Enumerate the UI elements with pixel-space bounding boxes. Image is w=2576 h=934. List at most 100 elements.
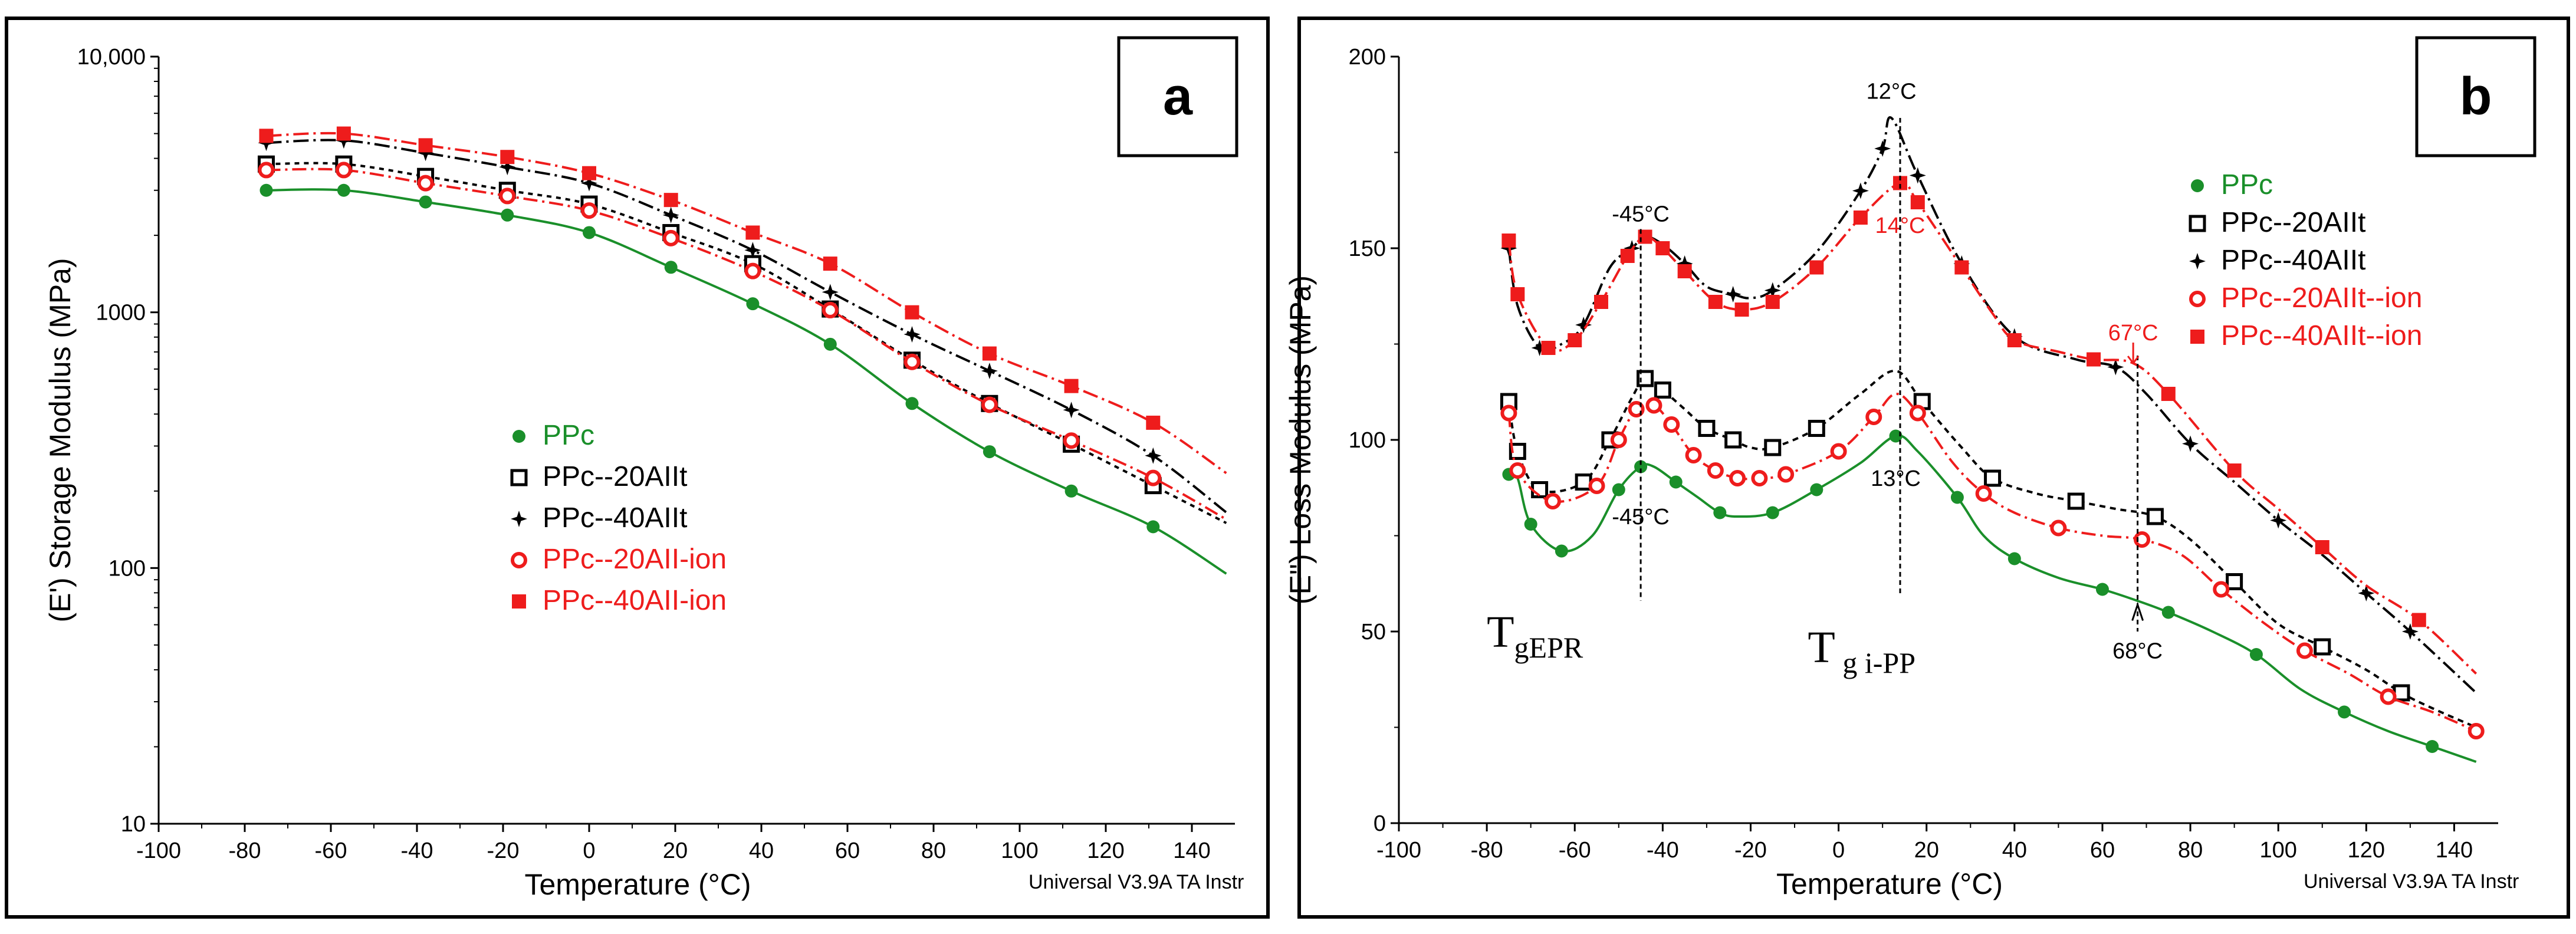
data-point xyxy=(1810,483,1823,496)
annotation-label: 12°C xyxy=(1867,80,1917,104)
x-axis-label: Temperature (°C) xyxy=(1776,867,2003,900)
panel-letter-box xyxy=(1117,36,1238,157)
data-point xyxy=(2087,352,2101,367)
data-point xyxy=(1663,416,1680,433)
panel-letter: b xyxy=(2460,67,2492,126)
data-point xyxy=(258,162,275,179)
data-point xyxy=(1501,234,1516,248)
footer-text: Universal V3.9A TA Instr xyxy=(2304,870,2519,893)
data-point xyxy=(499,188,516,205)
legend-marker xyxy=(2189,291,2206,307)
legend-marker xyxy=(512,430,525,443)
data-point xyxy=(259,129,274,143)
data-point xyxy=(2426,740,2439,753)
data-point xyxy=(1889,429,1903,443)
annotation-label: 13°C xyxy=(1871,466,1921,491)
y-axis-label: (E'') Loss Modulus (MPa) xyxy=(1284,275,1317,604)
data-point xyxy=(1610,432,1627,448)
data-point xyxy=(663,193,678,208)
data-point xyxy=(823,337,837,351)
data-point xyxy=(2270,512,2287,529)
series-PPc xyxy=(259,183,1227,575)
x-tick-label: 60 xyxy=(2090,838,2115,863)
data-point xyxy=(1145,469,1162,486)
data-point xyxy=(1676,255,1693,272)
x-tick-label: 80 xyxy=(921,838,946,863)
data-point xyxy=(581,202,597,219)
data-point xyxy=(903,353,921,370)
data-point xyxy=(2226,573,2243,590)
data-point xyxy=(2249,648,2263,661)
series-PPc--40AIIt xyxy=(258,132,1227,514)
data-point xyxy=(2146,508,2164,525)
legend-marker xyxy=(511,552,527,568)
legend-label: PPc--20AIIt--ion xyxy=(2221,282,2422,314)
y-tick-label: 150 xyxy=(1349,236,1386,261)
x-tick-label: -60 xyxy=(315,838,347,863)
data-point xyxy=(2411,613,2426,627)
data-point xyxy=(1063,402,1080,419)
data-point xyxy=(2107,359,2124,376)
data-point xyxy=(2314,638,2331,656)
data-point xyxy=(1865,409,1882,425)
data-point xyxy=(1853,211,1868,225)
data-point xyxy=(1531,340,1548,356)
data-point xyxy=(2161,387,2176,401)
series-PPc--40AIIt--ion xyxy=(1501,176,2478,675)
x-tick-label: 0 xyxy=(583,838,595,863)
data-point xyxy=(2050,519,2067,537)
data-point xyxy=(1852,182,1869,199)
tg-ipp-label: T g i-PP xyxy=(1808,623,1915,679)
data-point xyxy=(2393,684,2410,702)
legend-label: PPc--20AII-ion xyxy=(543,544,727,575)
data-point xyxy=(1685,447,1702,463)
data-point xyxy=(2134,531,2151,548)
series-line xyxy=(266,139,1227,514)
data-point xyxy=(500,150,515,165)
loss-modulus-chart: -100 -80 -60 -40 -20 0 20 40 60 80 100 120 140 0 50 100… xyxy=(1284,36,2536,900)
data-point xyxy=(1541,341,1556,355)
x-tick-label: 120 xyxy=(1087,838,1124,863)
series-line xyxy=(266,167,1227,521)
data-point xyxy=(1698,420,1716,437)
series-PPc--20AIIt--ion xyxy=(1500,393,2485,739)
data-point xyxy=(1808,420,1825,437)
data-point xyxy=(1909,167,1926,184)
data-point xyxy=(1575,317,1592,333)
data-point xyxy=(2315,540,2329,554)
data-point xyxy=(583,226,596,239)
data-point xyxy=(1809,260,1824,275)
panel-a: -100 -80 -60 -40 -20 0 20 40 60 80 100 120 140 10 100 1… xyxy=(5,17,1270,919)
data-point xyxy=(337,183,350,197)
data-point xyxy=(581,175,597,192)
data-point xyxy=(2067,492,2085,510)
data-point xyxy=(2007,333,2022,347)
data-point xyxy=(1764,282,1781,299)
data-point xyxy=(1146,520,1160,534)
data-point xyxy=(1568,333,1582,347)
x-tick-label: -60 xyxy=(1559,838,1591,863)
data-point xyxy=(2380,688,2397,705)
data-point xyxy=(2401,623,2419,640)
data-point xyxy=(259,183,273,197)
data-point xyxy=(664,261,678,274)
series-line xyxy=(1507,369,2477,729)
x-tick-label: 20 xyxy=(663,838,688,863)
y-tick-label: 50 xyxy=(1361,620,1386,644)
legend-marker xyxy=(2191,179,2204,192)
data-point xyxy=(2358,585,2375,601)
x-tick-label: 140 xyxy=(2436,838,2473,863)
data-point xyxy=(744,262,761,279)
data-point xyxy=(983,445,996,459)
data-point xyxy=(1975,485,1992,502)
data-point xyxy=(2296,642,2313,659)
data-point xyxy=(1954,260,1969,275)
x-tick-label: 40 xyxy=(749,838,774,863)
legend-label: PPc--40AIIt xyxy=(543,502,687,534)
x-tick-label: -40 xyxy=(1647,838,1679,863)
x-tick-label: -100 xyxy=(1376,838,1421,863)
tg-epr-label: TgEPR xyxy=(1487,607,1583,664)
series-line xyxy=(1507,393,2477,732)
data-point xyxy=(981,363,998,380)
series-PPc--20AIIt xyxy=(1500,369,2477,729)
